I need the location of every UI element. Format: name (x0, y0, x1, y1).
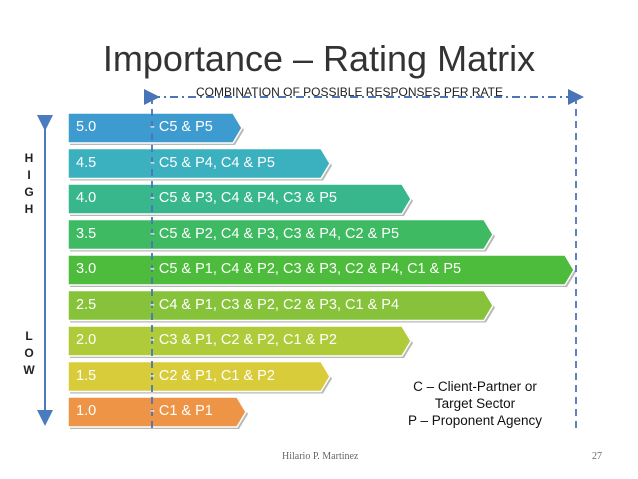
rating-value: 2.0 (76, 332, 97, 348)
high-letter: I (27, 168, 31, 182)
high-letter: G (24, 185, 34, 199)
rating-value: 4.0 (76, 190, 97, 206)
combination-text: - C4 & P1, C3 & P2, C2 & P3, C1 & P4 (150, 296, 400, 313)
rating-value: 1.0 (76, 403, 97, 419)
rating-bar (67, 325, 412, 357)
footer-author: Hilario P. Martinez (282, 451, 359, 462)
combination-text: - C2 & P1, C1 & P2 (150, 367, 275, 384)
rating-value: 5.0 (76, 119, 97, 135)
rating-bar (67, 289, 494, 322)
rating-value: 3.5 (76, 225, 97, 242)
rating-value: 4.5 (76, 154, 97, 171)
combination-text: - C5 & P3, C4 & P4, C3 & P5 (150, 190, 337, 206)
combination-text: - C5 & P2, C4 & P3, C3 & P4, C2 & P5 (150, 225, 400, 242)
high-label: H I G H (22, 150, 36, 218)
combination-text: - C5 & P1, C4 & P2, C3 & P3, C2 & P4, C1… (150, 261, 462, 277)
page-number: 27 (592, 451, 602, 462)
slide-title: Importance – Rating Matrix (102, 38, 536, 79)
rating-value: 2.5 (76, 296, 97, 313)
legend-line-client: C – Client-Partner or (413, 379, 537, 394)
legend: C – Client-Partner or Target Sector P – … (380, 378, 570, 429)
rating-bar (67, 112, 243, 144)
rating-bar (67, 360, 331, 393)
rating-bar (67, 396, 247, 428)
combination-text: - C1 & P1 (150, 403, 213, 419)
low-letter: L (25, 329, 33, 343)
combination-text: - C5 & P4, C4 & P5 (150, 154, 275, 171)
rating-bar (67, 147, 331, 180)
combination-text: - C3 & P1, C2 & P2, C1 & P2 (150, 332, 337, 348)
combination-text: - C5 & P5 (150, 119, 213, 135)
low-letter: O (24, 346, 34, 360)
low-letter: W (23, 363, 35, 377)
high-letter: H (24, 151, 34, 165)
rating-value: 1.5 (76, 367, 97, 384)
rating-bar (67, 254, 575, 286)
legend-line-proponent: P – Proponent Agency (407, 413, 543, 428)
rating-bar (67, 218, 494, 251)
low-label: L O W (22, 328, 36, 379)
rating-bars (67, 112, 576, 429)
rating-value: 3.0 (76, 261, 97, 277)
high-letter: H (24, 202, 34, 216)
legend-line-target: Target Sector (434, 396, 516, 411)
rating-bar (67, 183, 412, 215)
